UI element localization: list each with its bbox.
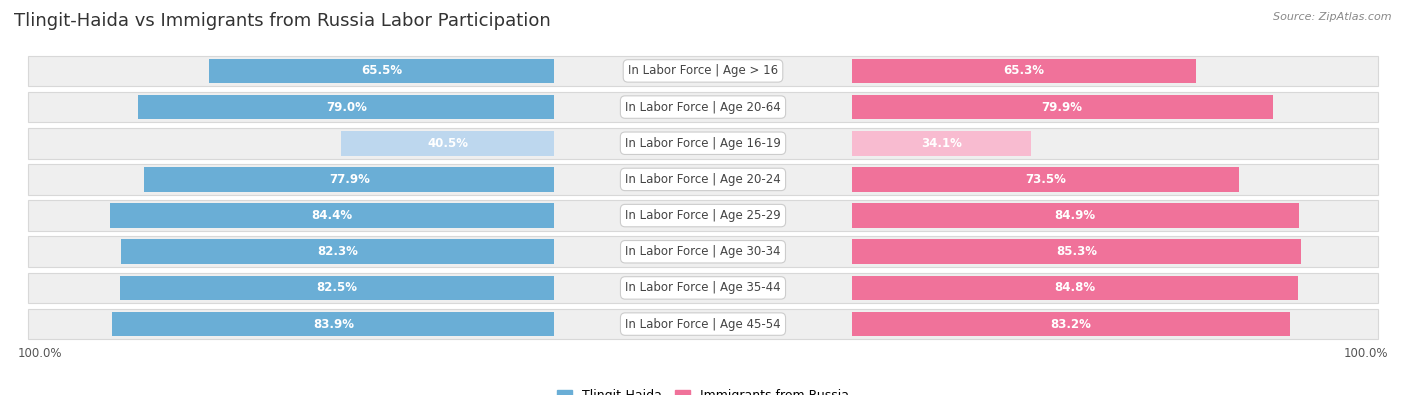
Bar bbox=[28, 200, 1378, 231]
Bar bbox=[852, 276, 1298, 300]
Bar bbox=[120, 276, 554, 300]
Text: 84.4%: 84.4% bbox=[312, 209, 353, 222]
Bar bbox=[342, 131, 554, 156]
Text: In Labor Force | Age 35-44: In Labor Force | Age 35-44 bbox=[626, 281, 780, 294]
Text: In Labor Force | Age 25-29: In Labor Force | Age 25-29 bbox=[626, 209, 780, 222]
Bar bbox=[852, 239, 1301, 264]
Bar bbox=[852, 167, 1239, 192]
Text: 34.1%: 34.1% bbox=[921, 137, 962, 150]
Text: 73.5%: 73.5% bbox=[1025, 173, 1066, 186]
Bar bbox=[112, 312, 554, 337]
Bar bbox=[852, 203, 1299, 228]
Bar bbox=[852, 312, 1289, 337]
Text: In Labor Force | Age > 16: In Labor Force | Age > 16 bbox=[628, 64, 778, 77]
Text: 82.3%: 82.3% bbox=[318, 245, 359, 258]
Text: 83.2%: 83.2% bbox=[1050, 318, 1091, 331]
Legend: Tlingit-Haida, Immigrants from Russia: Tlingit-Haida, Immigrants from Russia bbox=[553, 384, 853, 395]
Text: 79.0%: 79.0% bbox=[326, 101, 367, 114]
Text: 65.3%: 65.3% bbox=[1002, 64, 1045, 77]
Bar bbox=[852, 58, 1195, 83]
Bar bbox=[28, 236, 1378, 267]
Text: 40.5%: 40.5% bbox=[427, 137, 468, 150]
Text: In Labor Force | Age 16-19: In Labor Force | Age 16-19 bbox=[626, 137, 780, 150]
Bar bbox=[852, 95, 1272, 119]
Text: In Labor Force | Age 20-64: In Labor Force | Age 20-64 bbox=[626, 101, 780, 114]
Text: 79.9%: 79.9% bbox=[1042, 101, 1083, 114]
Bar bbox=[143, 167, 554, 192]
Text: 83.9%: 83.9% bbox=[314, 318, 354, 331]
Text: 100.0%: 100.0% bbox=[1344, 346, 1389, 359]
Text: Tlingit-Haida vs Immigrants from Russia Labor Participation: Tlingit-Haida vs Immigrants from Russia … bbox=[14, 12, 551, 30]
Bar bbox=[28, 92, 1378, 122]
Bar bbox=[209, 58, 554, 83]
Text: In Labor Force | Age 20-24: In Labor Force | Age 20-24 bbox=[626, 173, 780, 186]
Text: 84.9%: 84.9% bbox=[1054, 209, 1095, 222]
Text: 84.8%: 84.8% bbox=[1054, 281, 1095, 294]
Bar bbox=[28, 56, 1378, 86]
Text: 85.3%: 85.3% bbox=[1056, 245, 1097, 258]
Text: 65.5%: 65.5% bbox=[361, 64, 402, 77]
Text: 100.0%: 100.0% bbox=[17, 346, 62, 359]
Bar bbox=[110, 203, 554, 228]
Text: Source: ZipAtlas.com: Source: ZipAtlas.com bbox=[1274, 12, 1392, 22]
Bar bbox=[121, 239, 554, 264]
Bar bbox=[28, 309, 1378, 339]
Bar bbox=[28, 164, 1378, 195]
Bar bbox=[852, 131, 1031, 156]
Text: In Labor Force | Age 45-54: In Labor Force | Age 45-54 bbox=[626, 318, 780, 331]
Text: In Labor Force | Age 30-34: In Labor Force | Age 30-34 bbox=[626, 245, 780, 258]
Bar bbox=[28, 273, 1378, 303]
Bar bbox=[28, 128, 1378, 159]
Bar bbox=[138, 95, 554, 119]
Text: 77.9%: 77.9% bbox=[329, 173, 370, 186]
Text: 82.5%: 82.5% bbox=[316, 281, 357, 294]
